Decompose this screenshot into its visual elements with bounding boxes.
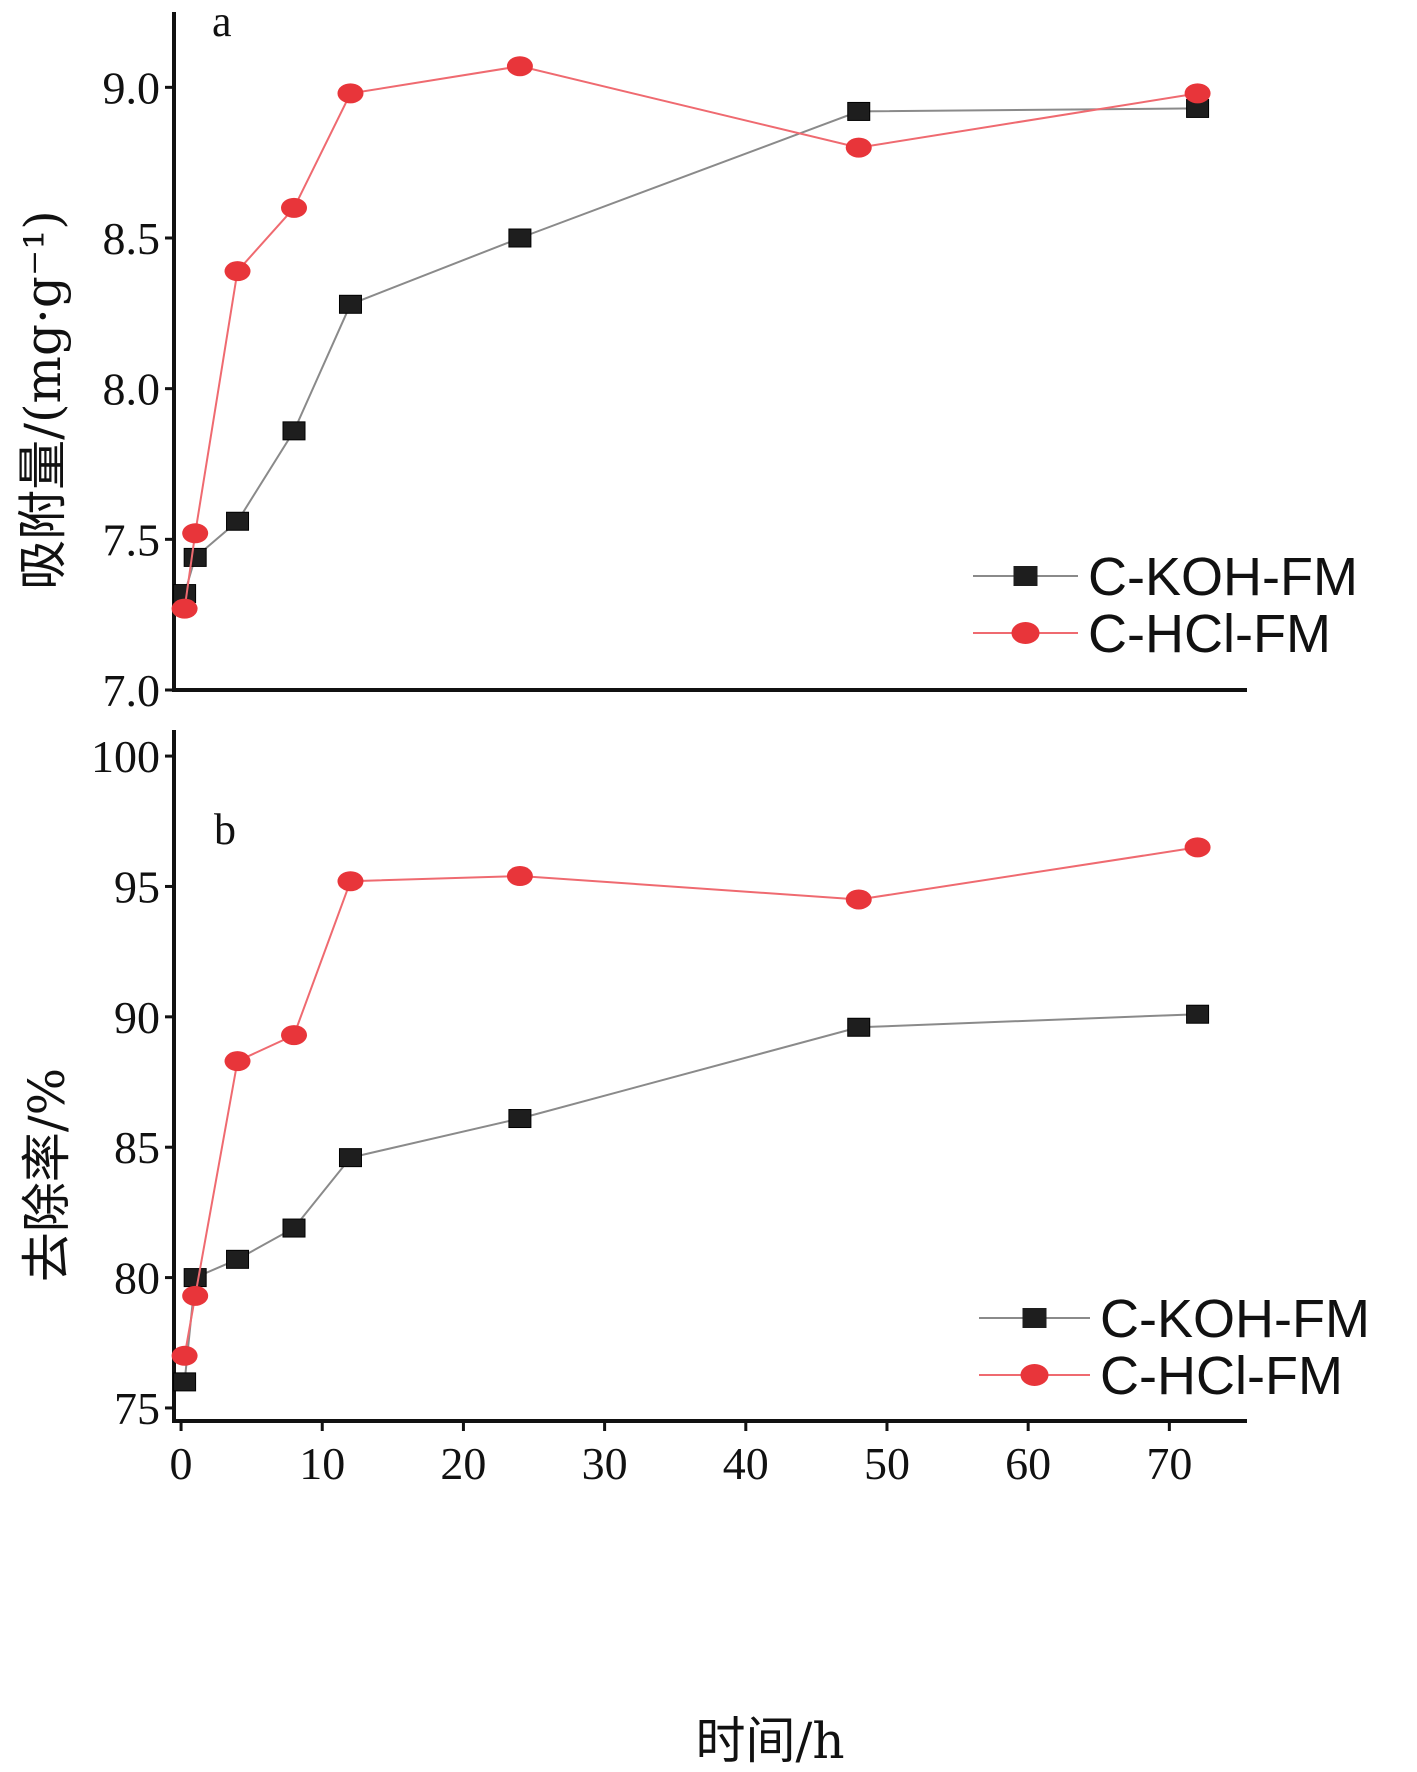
x-tick-label: 0	[170, 1438, 193, 1489]
legend-marker	[1020, 1364, 1049, 1386]
data-point-c-hcl-fm	[337, 871, 364, 892]
data-point-c-hcl-fm	[224, 1051, 251, 1072]
data-point-c-hcl-fm	[506, 866, 533, 887]
data-point-c-koh-fm	[183, 547, 207, 567]
x-tick-label: 20	[440, 1438, 486, 1489]
legend-marker	[1022, 1308, 1047, 1328]
legend-label-c-koh-fm: C-KOH-FM	[1100, 1289, 1370, 1349]
x-tick-label: 50	[864, 1438, 910, 1489]
x-tick-label: 40	[723, 1438, 769, 1489]
data-point-c-koh-fm	[226, 1249, 250, 1269]
data-point-c-koh-fm	[338, 1148, 362, 1168]
series-line-c-koh-fm	[183, 107, 1198, 594]
data-point-c-hcl-fm	[171, 1345, 198, 1366]
data-point-c-hcl-fm	[171, 598, 198, 619]
series-line-c-hcl-fm	[183, 65, 1198, 609]
y-tick-label: 95	[114, 861, 160, 912]
y-tick-label: 80	[114, 1253, 160, 1304]
data-point-c-hcl-fm	[1184, 83, 1211, 104]
y-axis-title-b: 去除率/%	[18, 1068, 76, 1282]
data-point-c-hcl-fm	[224, 261, 251, 282]
legend-label-c-hcl-fm: C-HCl-FM	[1100, 1346, 1343, 1406]
x-tick-label: 60	[1005, 1438, 1051, 1489]
data-point-c-koh-fm	[226, 511, 250, 531]
data-point-c-hcl-fm	[182, 1285, 209, 1306]
data-point-c-koh-fm	[183, 1268, 207, 1288]
y-tick-label: 90	[114, 992, 160, 1043]
panel-b: b 去除率/% 时间/h 75 80 85 90 95 100 0 10 20 30 40 50 60 7…	[18, 730, 1370, 1770]
y-tick-label: 8.5	[103, 213, 161, 264]
y-tick-label: 7.0	[103, 665, 161, 716]
panel-label-b: b	[214, 805, 236, 854]
data-point-c-koh-fm	[508, 228, 532, 248]
data-point-c-koh-fm	[1186, 1004, 1210, 1024]
data-point-c-koh-fm	[508, 1109, 532, 1129]
y-axis-title-a: 吸附量/(mg·g⁻¹)	[14, 210, 72, 590]
x-tick-label: 70	[1146, 1438, 1192, 1489]
y-tick-label: 8.0	[103, 364, 161, 415]
x-tick-label: 30	[582, 1438, 628, 1489]
data-point-c-koh-fm	[282, 421, 306, 441]
y-tick-label: 75	[114, 1383, 160, 1434]
series-line-c-hcl-fm	[183, 846, 1198, 1356]
panel-label-a: a	[212, 0, 232, 46]
data-point-c-hcl-fm	[281, 197, 308, 218]
data-point-c-hcl-fm	[506, 56, 533, 77]
data-point-c-koh-fm	[173, 1372, 197, 1392]
data-point-c-hcl-fm	[1184, 837, 1211, 858]
x-tick-label: 10	[299, 1438, 345, 1489]
data-point-c-hcl-fm	[337, 83, 364, 104]
y-tick-label: 7.5	[103, 514, 161, 565]
data-point-c-hcl-fm	[281, 1025, 308, 1046]
panel-a: a 吸附量/(mg·g⁻¹) 7.0 7.5 8.0 8.5 9.0 C-KOH-FMC-…	[14, 0, 1358, 716]
data-point-c-koh-fm	[282, 1218, 306, 1238]
legend-marker	[1011, 622, 1040, 644]
data-point-c-hcl-fm	[845, 137, 872, 158]
y-tick-label: 85	[114, 1122, 160, 1173]
x-axis-title: 时间/h	[695, 1712, 844, 1770]
data-point-c-hcl-fm	[182, 523, 209, 544]
data-point-c-koh-fm	[847, 1017, 871, 1037]
y-tick-label: 9.0	[103, 62, 161, 113]
legend-label-c-hcl-fm: C-HCl-FM	[1088, 604, 1331, 664]
data-point-c-koh-fm	[338, 294, 362, 314]
data-point-c-koh-fm	[847, 101, 871, 121]
data-point-c-hcl-fm	[845, 889, 872, 910]
legend-marker	[1013, 566, 1038, 586]
y-tick-label: 100	[91, 731, 160, 782]
legend-label-c-koh-fm: C-KOH-FM	[1088, 547, 1358, 607]
